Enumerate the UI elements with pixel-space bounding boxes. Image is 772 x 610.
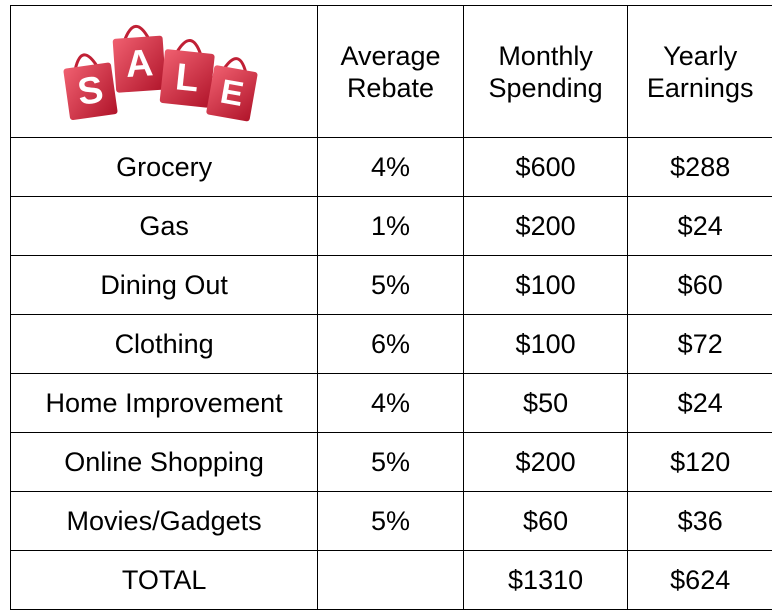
table-cell: 6% (318, 315, 464, 374)
header-row: S A L E (11, 6, 772, 138)
table-cell: Clothing (11, 315, 318, 374)
bag: E (206, 55, 260, 122)
table-cell: $60 (463, 492, 628, 551)
table-cell: TOTAL (11, 551, 318, 610)
table-cell: $200 (463, 197, 628, 256)
column-header: Average Rebate (318, 6, 464, 138)
bag: A (112, 25, 166, 93)
sale-logo: S A L E (54, 13, 274, 123)
table-cell: $50 (463, 374, 628, 433)
table-cell: $288 (628, 138, 772, 197)
table-cell: $100 (463, 315, 628, 374)
table-cell: Dining Out (11, 256, 318, 315)
logo-letter: A (124, 42, 154, 86)
column-header: Yearly Earnings (628, 6, 772, 138)
table-cell: $60 (628, 256, 772, 315)
table-cell: 4% (318, 138, 464, 197)
table-cell: $24 (628, 374, 772, 433)
table-cell: Online Shopping (11, 433, 318, 492)
table-cell: $200 (463, 433, 628, 492)
rebate-table: S A L E (10, 5, 772, 610)
table-cell: $100 (463, 256, 628, 315)
table-cell: 5% (318, 256, 464, 315)
table-cell: $624 (628, 551, 772, 610)
table-cell: Movies/Gadgets (11, 492, 318, 551)
table-cell: $600 (463, 138, 628, 197)
table-cell: Grocery (11, 138, 318, 197)
column-header: Monthly Spending (463, 6, 628, 138)
table-cell: $36 (628, 492, 772, 551)
table-cell: $1310 (463, 551, 628, 610)
table-cell: 1% (318, 197, 464, 256)
table-cell: $24 (628, 197, 772, 256)
bag: S (62, 51, 118, 120)
table-cell: 5% (318, 433, 464, 492)
bag: L (160, 38, 217, 108)
table-cell: 5% (318, 492, 464, 551)
total-row: TOTAL $1310$624 (11, 551, 772, 610)
empty-cell (318, 551, 464, 610)
logo-letter: L (174, 56, 201, 100)
table-cell: $72 (628, 315, 772, 374)
table-body: S A L E (11, 6, 772, 610)
table-cell: 4% (318, 374, 464, 433)
table-cell: Home Improvement (11, 374, 318, 433)
table-cell: Gas (11, 197, 318, 256)
logo-cell: S A L E (11, 6, 318, 138)
table-cell: $120 (628, 433, 772, 492)
